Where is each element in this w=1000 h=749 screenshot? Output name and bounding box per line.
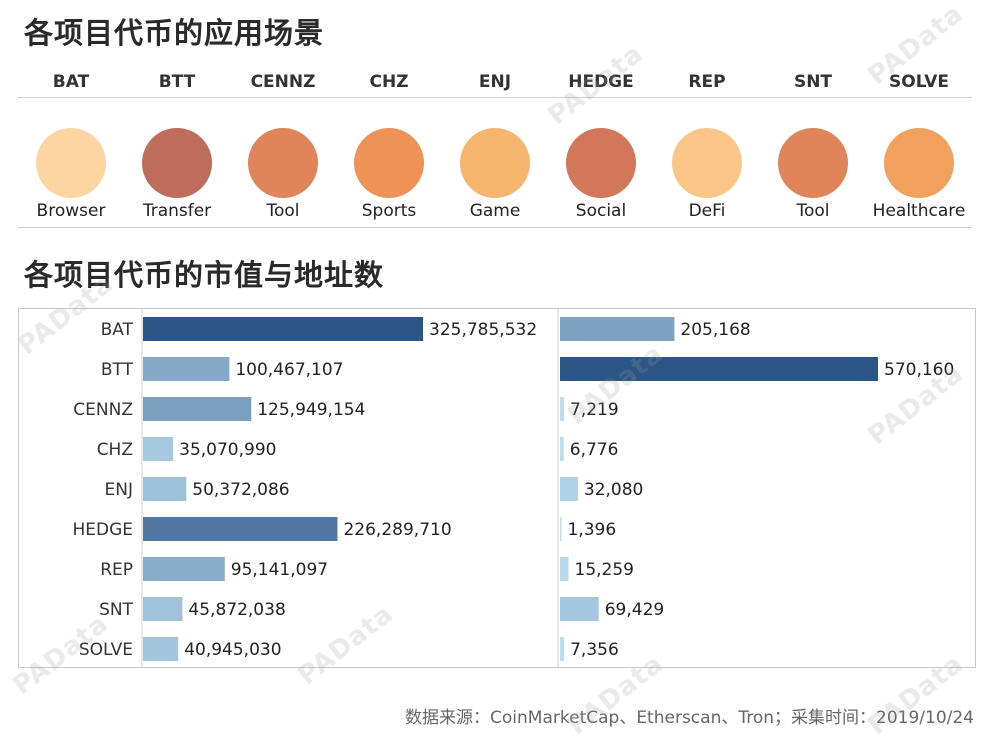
bar: [560, 517, 562, 541]
data-label: 45,872,038: [188, 600, 285, 620]
bar: [560, 317, 675, 341]
data-label: 69,429: [605, 600, 664, 620]
category-circle: [778, 128, 848, 198]
token-name: ENJ: [478, 72, 512, 92]
use-case-rep: REP DeFi: [654, 60, 760, 230]
category-label: DeFi: [688, 201, 726, 221]
category-circle: [566, 128, 636, 198]
use-case-enj: ENJ Game: [442, 60, 548, 230]
category-label: Sports: [361, 201, 417, 221]
category-label: Transfer: [142, 201, 212, 221]
data-label: 50,372,086: [192, 480, 289, 500]
bar: [560, 597, 599, 621]
bar: [560, 477, 578, 501]
category-label: Browser: [36, 201, 106, 221]
data-label: 35,070,990: [179, 440, 276, 460]
bar: [560, 437, 564, 461]
category-label: ENJ: [105, 480, 133, 500]
category-circle: [36, 128, 106, 198]
category-label: CHZ: [97, 440, 133, 460]
source-footer: 数据来源：CoinMarketCap、Etherscan、Tron；采集时间：2…: [405, 708, 974, 728]
data-label: 1,396: [568, 520, 617, 540]
bar: [560, 637, 565, 661]
data-label: 205,168: [680, 320, 750, 340]
use-case-solve: SOLVE Healthcare: [866, 60, 972, 230]
bar: [560, 357, 878, 381]
data-label: 7,356: [570, 640, 619, 660]
bar: [143, 357, 230, 381]
bar: [143, 557, 225, 581]
category-circle: [672, 128, 742, 198]
category-circle: [884, 128, 954, 198]
data-label: 325,785,532: [429, 320, 537, 340]
category-label: BTT: [101, 360, 134, 380]
use-case-chz: CHZ Sports: [336, 60, 442, 230]
category-label: Social: [575, 201, 627, 221]
token-name: CENNZ: [250, 72, 316, 92]
category-label: SOLVE: [79, 640, 133, 660]
bar: [143, 477, 187, 501]
bar: [143, 397, 252, 421]
category-circle: [142, 128, 212, 198]
data-label: 7,219: [570, 400, 619, 420]
bar: [143, 597, 183, 621]
data-label: 226,289,710: [343, 520, 451, 540]
use-case-hedge: HEDGE Social: [548, 60, 654, 230]
bar-charts: BAT BTT CENNZ CHZ ENJ HEDGE REP SNT SOLVE 325,785…: [72, 309, 954, 667]
use-case-panel: BAT Browser BTT Transfer CENNZ Tool CHZ …: [18, 60, 972, 230]
data-label: 100,467,107: [235, 360, 343, 380]
bar-chart-frame: BAT BTT CENNZ CHZ ENJ HEDGE REP SNT SOLVE 325,785…: [18, 308, 976, 668]
category-circle: [460, 128, 530, 198]
token-name: CHZ: [369, 72, 409, 92]
use-case-bat: BAT Browser: [18, 60, 124, 230]
use-case-title: 各项目代币的应用场景: [24, 16, 325, 50]
data-label: 95,141,097: [231, 560, 328, 580]
bar: [143, 517, 338, 541]
token-name: SOLVE: [889, 72, 949, 92]
use-case-cennz: CENNZ Tool: [230, 60, 336, 230]
token-name: SNT: [793, 72, 833, 92]
data-label: 570,160: [884, 360, 954, 380]
category-circle: [248, 128, 318, 198]
token-name: BTT: [158, 72, 196, 92]
data-label: 125,949,154: [257, 400, 365, 420]
bar: [143, 317, 423, 341]
data-label: 6,776: [570, 440, 619, 460]
bar: [143, 637, 179, 661]
category-label: REP: [100, 560, 133, 580]
token-name: HEDGE: [568, 72, 634, 92]
category-label: Tool: [266, 201, 300, 221]
category-label: HEDGE: [72, 520, 133, 540]
bar: [560, 557, 569, 581]
category-circle: [354, 128, 424, 198]
token-name: BAT: [52, 72, 90, 92]
use-case-snt: SNT Tool: [760, 60, 866, 230]
use-case-btt: BTT Transfer: [124, 60, 230, 230]
category-label: BAT: [101, 320, 134, 340]
category-label: Game: [469, 201, 521, 221]
bottom-divider: [18, 227, 972, 228]
bar: [143, 437, 174, 461]
data-label: 40,945,030: [184, 640, 281, 660]
top-divider: [18, 97, 972, 98]
category-label: SNT: [99, 600, 134, 620]
token-name: REP: [688, 72, 726, 92]
bar: [560, 397, 565, 421]
data-label: 15,259: [575, 560, 634, 580]
category-label: Healthcare: [872, 201, 966, 221]
category-label: Tool: [796, 201, 830, 221]
market-title: 各项目代币的市值与地址数: [24, 258, 385, 292]
category-label: CENNZ: [73, 400, 133, 420]
data-label: 32,080: [584, 480, 643, 500]
